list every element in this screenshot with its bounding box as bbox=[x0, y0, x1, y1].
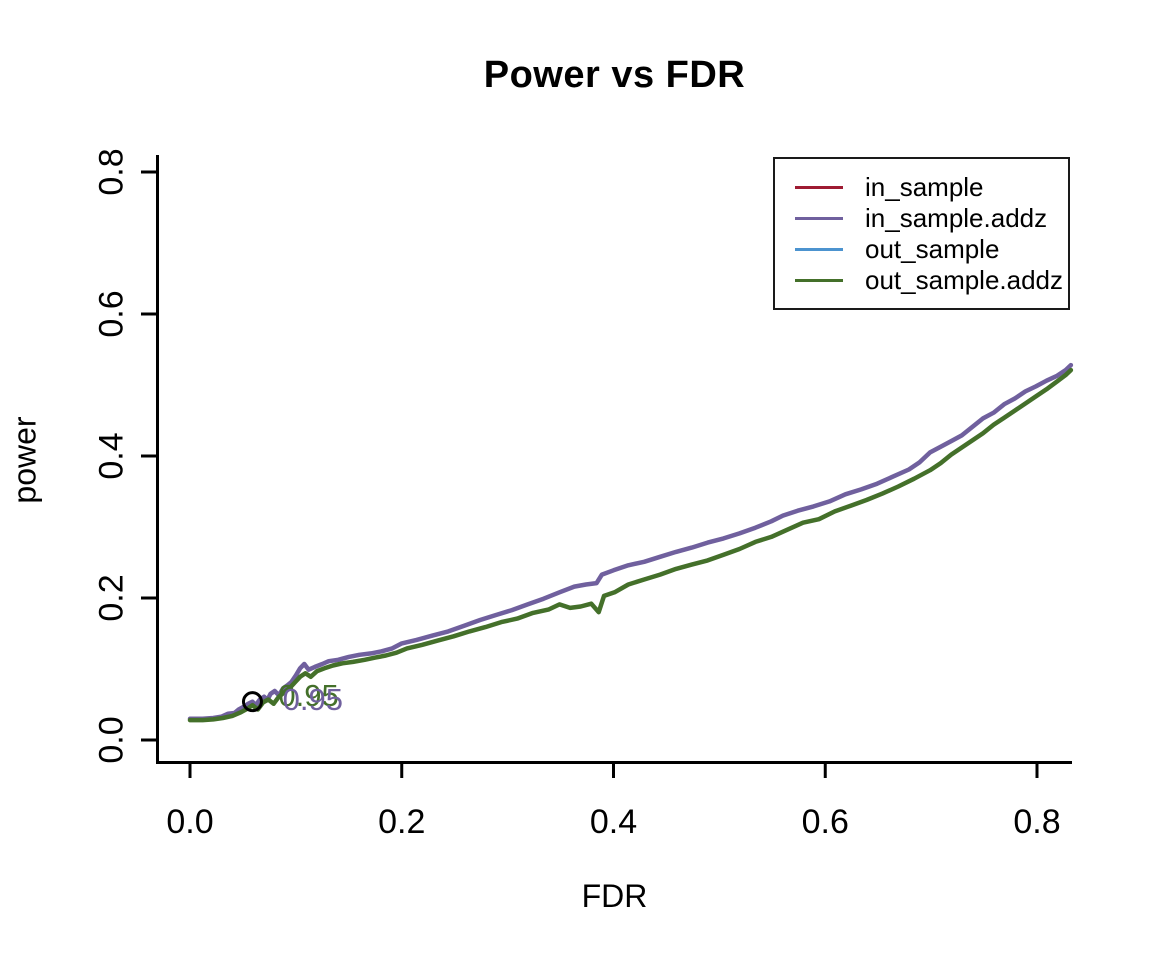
legend-item: in_sample bbox=[775, 172, 1068, 202]
legend-line-swatch bbox=[795, 247, 843, 251]
legend-item-label: out_sample.addz bbox=[865, 265, 1064, 295]
legend-item: out_sample.addz bbox=[775, 265, 1068, 295]
x-tick-label: 0.0 bbox=[166, 803, 214, 841]
x-tick-label: 0.4 bbox=[589, 803, 638, 841]
y-tick-label: 0.4 bbox=[92, 432, 131, 480]
legend: in_sample in_sample.addz out_sample out_… bbox=[773, 157, 1070, 310]
legend-item: out_sample bbox=[775, 234, 1068, 264]
x-axis-label: FDR bbox=[581, 878, 648, 914]
legend-line-swatch bbox=[795, 216, 843, 220]
y-tick-label: 0.2 bbox=[92, 574, 131, 622]
legend-item-label: out_sample bbox=[865, 234, 1000, 264]
y-tick-label: 0.8 bbox=[92, 148, 131, 196]
x-tick-label: 0.2 bbox=[378, 803, 426, 841]
chart-title: Power vs FDR bbox=[483, 54, 746, 96]
y-tick-label: 0.6 bbox=[92, 290, 131, 338]
x-tick-label: 0.6 bbox=[801, 803, 849, 841]
threshold-label-purple: 0.95 bbox=[282, 682, 343, 718]
legend-line-swatch bbox=[795, 278, 843, 282]
y-axis-label: power bbox=[6, 416, 43, 504]
legend-item: in_sample.addz bbox=[775, 203, 1068, 233]
threshold-label-green: 0.95 bbox=[278, 677, 339, 713]
y-tick-label: 0.0 bbox=[92, 716, 131, 764]
legend-line-swatch bbox=[795, 185, 843, 189]
legend-item-label: in_sample bbox=[865, 172, 984, 202]
x-tick-label: 0.8 bbox=[1013, 803, 1061, 841]
legend-item-label: in_sample.addz bbox=[865, 203, 1048, 233]
